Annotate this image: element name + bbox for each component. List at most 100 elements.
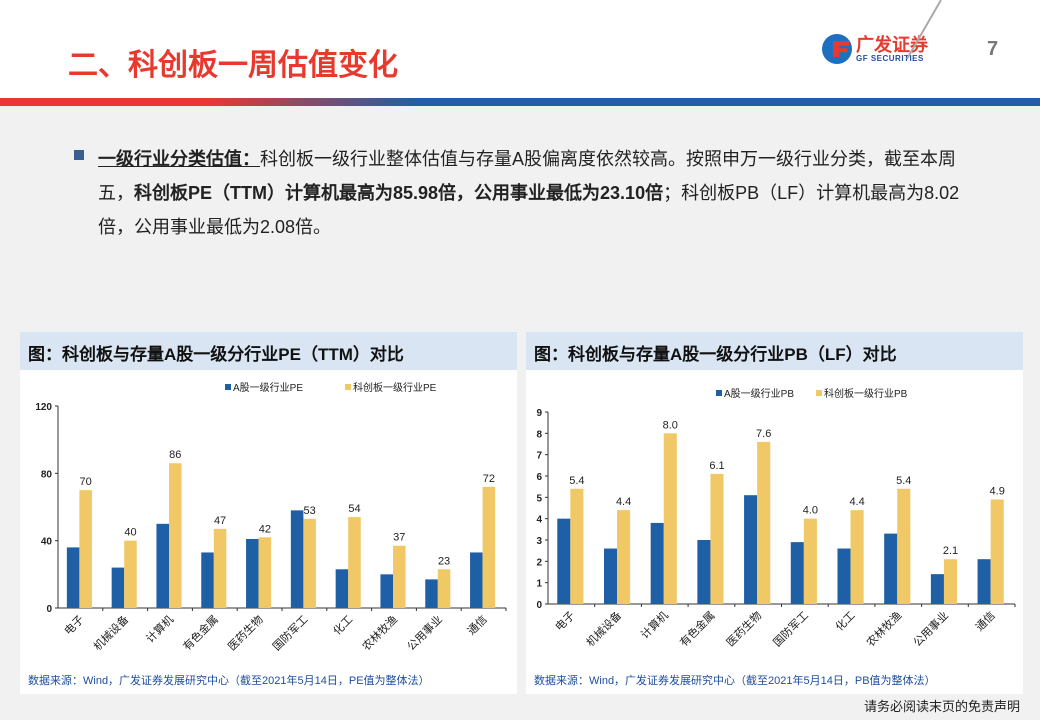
bar [380,574,393,608]
chart-title: 图：科创板与存量A股一级分行业PE（TTM）对比 [20,332,517,370]
x-tick-label: 计算机 [638,608,671,641]
data-label: 72 [483,473,495,485]
bar [850,510,864,604]
pb-chart-panel: 图：科创板与存量A股一级分行业PB（LF）对比 A股一级行业PB 科创板一级行业P… [526,332,1023,694]
bar [111,567,125,608]
bar [393,545,406,608]
legend-swatch [225,384,231,390]
bar [837,548,851,604]
legend-label: 科创板一级行业PE [353,381,437,394]
x-tick-label: 公用事业 [405,613,445,653]
bar [201,552,214,608]
header-band [0,98,1040,106]
legend-label: A股一级行业PE [233,381,303,394]
chart-source: 数据来源：Wind，广发证券发展研究中心（截至2021年5月14日，PE值为整体… [28,675,430,687]
bar [470,552,483,608]
bar [603,548,618,604]
bar [482,486,496,608]
x-tick-label: 通信 [973,609,998,634]
bar [79,490,92,608]
bar [697,540,711,604]
logo-en: GF SECURITIES [856,53,924,63]
x-tick-label: 有色金属 [180,612,221,653]
bold-text: 科创板PE（TTM）计算机最高为85.98倍，公用事业最低为23.10倍 [134,183,664,203]
lead-text: 一级行业分类估值： [98,149,260,169]
legend-label: 科创板一级行业PB [824,387,908,400]
x-tick-label: 电子 [62,613,87,638]
x-tick-label: 有色金属 [677,608,718,649]
data-label: 5.4 [896,475,911,487]
bar [663,433,677,604]
page-number: 7 [987,38,999,60]
bar [930,574,944,604]
data-label: 4.9 [990,485,1005,497]
legend-swatch [816,390,822,396]
x-tick-label: 公用事业 [911,609,951,649]
bar [290,510,304,608]
bar [124,540,137,608]
x-tick-label: 计算机 [143,612,176,645]
data-label: 6.1 [709,460,724,472]
x-tick-label: 医药生物 [723,608,764,649]
y-tick-label: 5 [536,493,542,504]
bar [156,523,169,608]
pe-chart: A股一级行业PE 科创板一级行业PE 0 40 80 120 70 电子 40 机械设备 86 计算机… [35,381,507,653]
x-tick-label: 化工 [832,608,857,633]
x-tick-label: 医药生物 [225,612,266,653]
x-tick-label: 通信 [465,613,490,638]
x-tick-label: 农林牧渔 [863,608,904,649]
y-tick-label: 2 [536,557,542,568]
bar [66,547,80,608]
text-2: ；科创板PB（LF）计算机最高为8.02倍，公用事业最低为2.08倍。 [98,183,960,237]
bullet-icon [74,150,84,160]
x-tick-label: 国防军工 [270,612,311,653]
bar [710,473,724,604]
summary-paragraph: 一级行业分类估值：科创板一级行业整体估值与存量A股偏离度依然较高。按照申万一级行… [98,142,968,244]
data-label: 2.1 [943,545,958,557]
bar [335,569,349,608]
bar [990,499,1004,604]
y-tick-label: 7 [536,451,542,462]
logo-icon [822,34,852,64]
data-label: 37 [393,532,405,544]
data-label: 54 [348,503,360,515]
data-label: 4.4 [849,496,864,508]
y-tick-label: 120 [35,402,52,413]
x-tick-label: 电子 [553,609,578,634]
disclaimer: 请务必阅读末页的免责声明 [863,700,1020,715]
legend-swatch [716,390,722,396]
bar [213,528,227,608]
y-tick-label: 0 [46,604,52,615]
pb-chart: A股一级行业PB 科创板一级行业PB 0 1 2 3 4 5 6 7 8 9 5.4 电子 4.4 机械设备 8… [536,387,1016,649]
data-label: 23 [438,555,450,567]
bar [557,518,571,604]
bar [790,542,804,604]
chart-source: 数据来源：Wind，广发证券发展研究中心（截至2021年5月14日，PB值为整体… [534,675,936,687]
data-label: 4.4 [616,496,631,508]
bar [803,518,817,604]
x-tick-label: 机械设备 [90,612,131,653]
bar [246,538,259,608]
chart-title: 图：科创板与存量A股一级分行业PB（LF）对比 [526,332,1023,370]
bar [425,579,438,608]
bar [897,488,911,604]
legend-label: A股一级行业PB [724,387,794,400]
bar [744,495,758,604]
bar [617,510,631,604]
y-tick-label: 0 [536,600,542,611]
data-label: 47 [214,515,226,527]
bar [943,559,958,604]
bar [650,522,664,604]
bar [258,537,272,608]
bar [348,517,361,608]
data-label: 7.6 [756,428,771,440]
x-tick-label: 机械设备 [583,608,624,649]
y-tick-label: 3 [536,536,542,547]
data-label: 53 [304,505,316,517]
y-tick-label: 80 [41,469,53,480]
bar [757,441,771,604]
y-tick-label: 4 [536,515,542,526]
data-label: 42 [259,523,271,535]
data-label: 40 [124,527,136,539]
bar [303,518,316,608]
